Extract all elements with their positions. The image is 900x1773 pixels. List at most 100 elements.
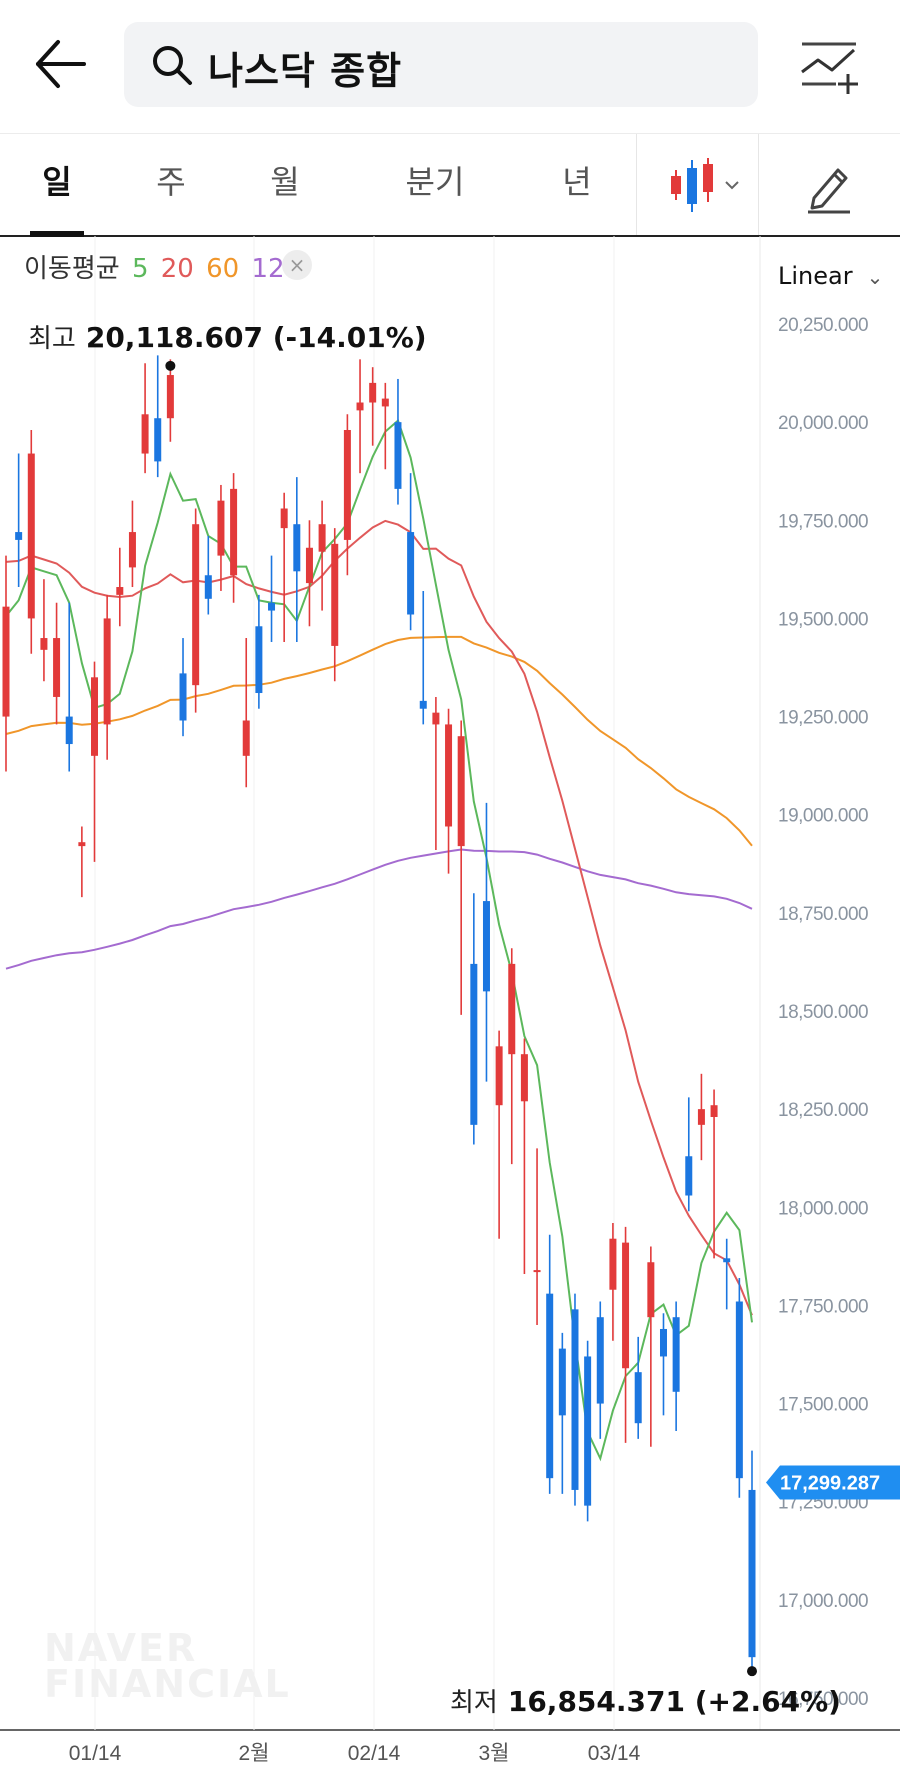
- candle: [482, 802, 490, 1082]
- low-value: 16,854.371 (+2.64%): [507, 1685, 841, 1718]
- scale-selector[interactable]: Linear ⌄: [778, 262, 883, 290]
- candle: [369, 367, 377, 446]
- active-tab-indicator: [30, 231, 84, 237]
- ma-line-20: [5, 519, 753, 1316]
- tab-month[interactable]: 월: [270, 163, 300, 201]
- low-label: 최저 16,854.371 (+2.64%): [450, 1682, 841, 1719]
- candle: [546, 1234, 554, 1494]
- watermark-line-1: NAVER: [44, 1626, 198, 1670]
- candle: [179, 638, 187, 737]
- price-tag-shape: [766, 1465, 900, 1500]
- high-marker: [165, 360, 176, 371]
- tab-week[interactable]: 주: [156, 163, 186, 201]
- candle: [470, 893, 478, 1145]
- close-legend-button[interactable]: ×: [282, 250, 312, 280]
- candlesticks: [2, 355, 756, 1673]
- low-marker: [747, 1666, 757, 1677]
- x-tick-label: 03/14: [588, 1742, 641, 1765]
- x-axis: 01/14 2월 02/14 3월 03/14: [69, 1742, 641, 1765]
- tab-quarter[interactable]: 분기: [405, 163, 465, 201]
- candle: [381, 382, 389, 470]
- y-tick-label: 19,000.000: [778, 806, 868, 827]
- candle: [723, 1238, 731, 1310]
- y-tick-label: 17,500.000: [778, 1395, 868, 1416]
- y-tick-label: 18,250.000: [778, 1100, 868, 1121]
- search-query[interactable]: 나스닥 종합: [208, 49, 403, 93]
- candle: [192, 508, 200, 713]
- y-tick-label: 20,000.000: [778, 413, 868, 434]
- candle: [242, 638, 250, 788]
- candle: [116, 547, 124, 627]
- candle: [407, 473, 415, 631]
- chart-grid: [0, 236, 900, 1731]
- candle: [735, 1277, 743, 1498]
- candle: [445, 708, 453, 874]
- extreme-markers: [165, 360, 757, 1677]
- search-icon: [153, 46, 192, 85]
- high-title: 최고: [28, 324, 76, 354]
- top-bar: 나스닥 종합: [0, 0, 900, 133]
- tab-divider: [636, 134, 637, 235]
- candle: [268, 555, 276, 642]
- candle: [710, 1089, 718, 1259]
- legend-ma20: 20: [160, 254, 194, 284]
- chart-type-selector[interactable]: [668, 156, 748, 216]
- legend-ma60: 60: [206, 254, 240, 284]
- candle: [533, 1148, 541, 1326]
- ma-line-60: [5, 635, 753, 847]
- y-axis: 20,250.000 20,000.000 19,750.000 19,500.000…: [778, 315, 869, 1710]
- moving-average-legend[interactable]: 이동평균 5 20 60 120: [24, 248, 305, 285]
- chevron-down-icon: [725, 181, 739, 190]
- y-tick-label: 18,750.000: [778, 904, 868, 925]
- candle: [280, 492, 288, 642]
- search-box[interactable]: 나스닥 종합: [124, 22, 758, 107]
- candle: [432, 696, 440, 851]
- back-button[interactable]: [28, 30, 96, 98]
- candle: [394, 378, 402, 505]
- candle: [255, 594, 263, 709]
- legend-title: 이동평균: [24, 254, 120, 284]
- candle: [748, 1450, 756, 1673]
- watermark-line-2: FINANCIAL: [44, 1662, 291, 1706]
- candle: [622, 1226, 630, 1443]
- candle: [40, 579, 48, 682]
- candle: [217, 484, 225, 591]
- candle: [672, 1301, 680, 1432]
- candle: [495, 1030, 503, 1239]
- naver-financial-watermark: NAVER FINANCIAL: [44, 1626, 291, 1706]
- y-tick-label: 19,750.000: [778, 511, 868, 532]
- candle: [128, 500, 136, 588]
- scale-label: Linear: [778, 262, 853, 290]
- candle: [659, 1313, 667, 1416]
- candle: [103, 594, 111, 760]
- x-tick-label: 3월: [479, 1742, 510, 1765]
- candle: [520, 1038, 528, 1275]
- tab-year[interactable]: 년: [562, 163, 592, 201]
- candle: [584, 1340, 592, 1522]
- candle: [318, 500, 326, 611]
- candle: [230, 473, 238, 603]
- candle: [571, 1293, 579, 1506]
- moving-average-lines: [5, 418, 753, 1462]
- candle: [2, 555, 10, 772]
- tab-divider: [758, 134, 759, 235]
- candle: [647, 1246, 655, 1447]
- candle: [166, 359, 174, 442]
- candle: [331, 528, 339, 682]
- ma-line-120: [5, 848, 753, 970]
- y-tick-label: 19,250.000: [778, 708, 868, 729]
- candle: [78, 826, 86, 898]
- drawing-tool-button[interactable]: [800, 158, 856, 214]
- candle: [154, 355, 162, 478]
- y-tick-label: 20,250.000: [778, 315, 868, 336]
- candle: [65, 602, 73, 772]
- x-tick-label: 2월: [239, 1742, 270, 1765]
- candlestick-icon: [671, 158, 739, 212]
- tab-day[interactable]: 일: [42, 163, 72, 201]
- candle: [457, 720, 465, 1015]
- period-tabs: 일 주 월 분기 년: [0, 133, 900, 237]
- candle: [305, 520, 313, 627]
- compare-chart-button[interactable]: [796, 36, 864, 98]
- y-tick-label: 17,750.000: [778, 1296, 868, 1317]
